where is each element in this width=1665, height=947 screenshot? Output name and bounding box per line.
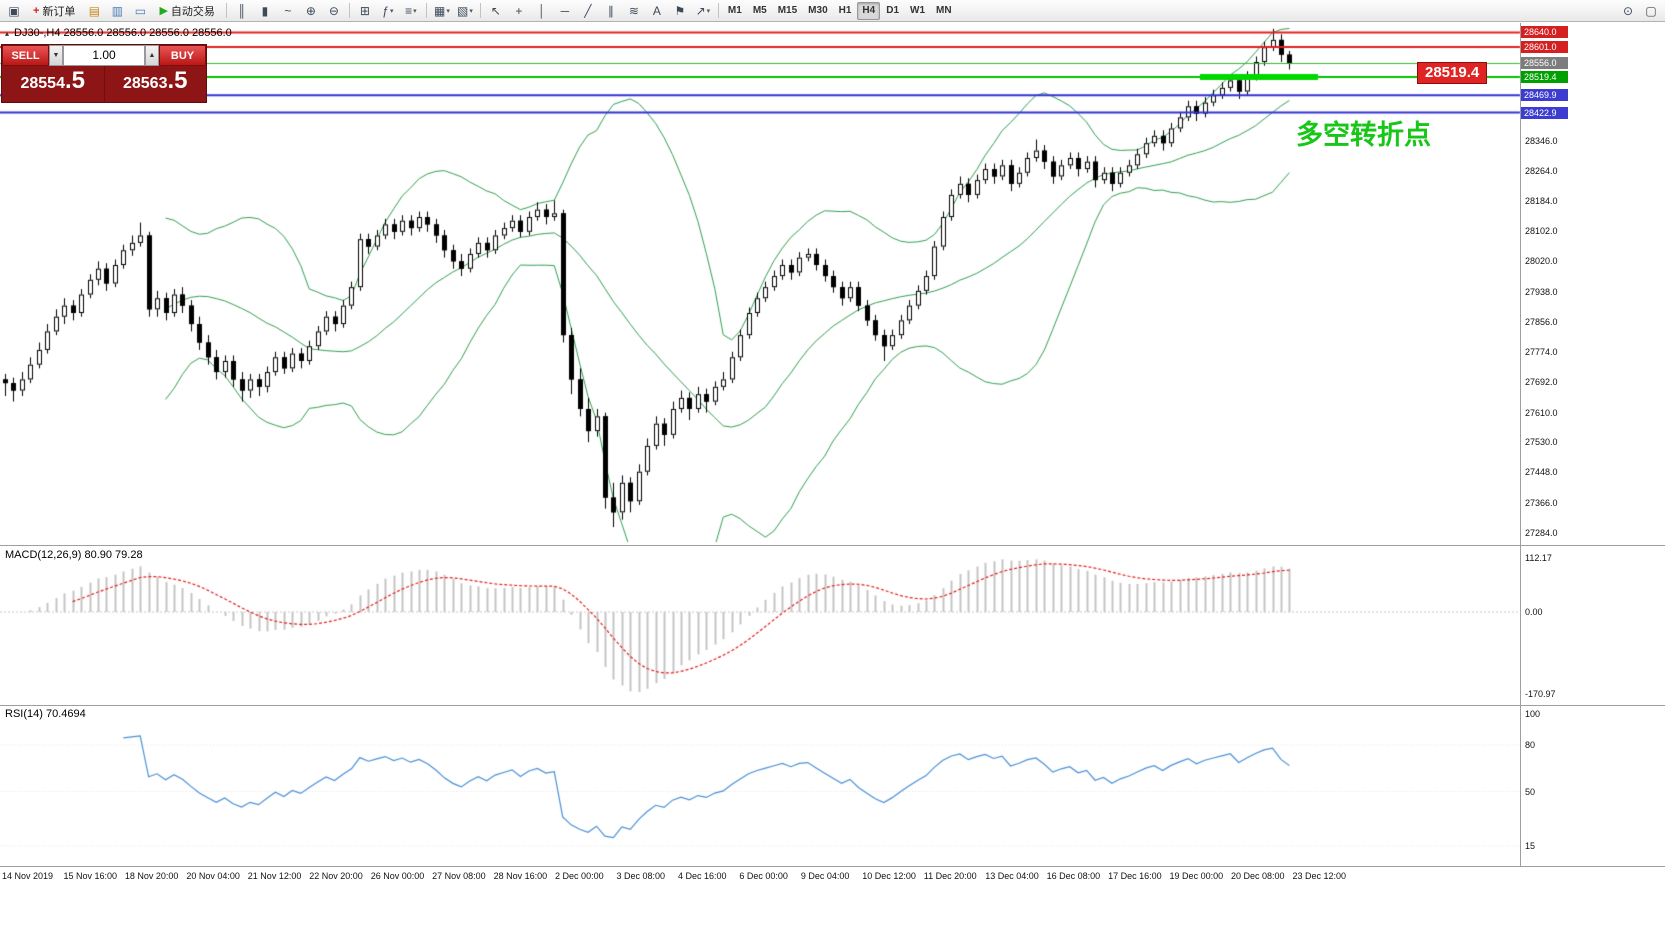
timeframe-mn-button[interactable]: MN [936,5,952,16]
symbol-header: ▴ DJ30-,H4 28556.0 28556.0 28556.0 28556… [5,27,232,39]
cursor-icon[interactable]: ↖ [490,3,501,18]
chart-text-annotation[interactable]: 多空转折点 [1296,120,1431,150]
text-icon[interactable]: A [652,3,661,18]
indicators-icon[interactable]: ƒ ▾ [382,3,394,18]
timeframe-h1-button[interactable]: H1 [838,5,852,16]
buy-price[interactable]: 28563.5 [103,66,207,102]
symbol-ohlc-text: DJ30-,H4 28556.0 28556.0 28556.0 28556.0 [14,27,232,39]
toolbar-separator [717,3,719,18]
sell-price-main: 28554 [20,75,65,92]
toolbar-separator [225,3,227,18]
period-list-icon[interactable]: ≡ ▾ [405,3,417,18]
autotrading-button-label: 自动交易 [170,5,215,18]
sell-price[interactable]: 28554.5 [2,66,104,102]
toolbar-separator [425,3,427,18]
autotrading-button[interactable]: ▶ 自动交易 [152,1,221,21]
line-chart-icon[interactable]: ~ [284,3,292,18]
vertical-line-icon[interactable]: │ [538,3,546,18]
navigator-icon[interactable]: ▥ [111,3,124,18]
lot-decrease-button[interactable]: ▼ [49,45,63,66]
crosshair-icon[interactable]: + [515,3,523,18]
chart-shortcut-icon[interactable]: ▣ [8,3,20,18]
label-icon[interactable]: ⚑ [674,3,686,18]
new-order-button[interactable]: + 新订单 [26,1,82,21]
bar-chart-icon[interactable]: ║ [237,3,247,18]
chat-icon[interactable]: ▢ [1645,3,1657,18]
search-icon[interactable]: ⊙ [1622,3,1634,18]
buy-price-main: 28563 [122,75,168,92]
buy-button[interactable]: BUY [159,45,206,66]
candlestick-icon[interactable]: ▮ [261,3,269,18]
time-axis-separator [0,866,1665,867]
price-axis-separator[interactable] [1520,23,1521,866]
toolbar: ▣ + 新订单 ▤ ▥ ▭ ▶ 自动交易 ║ ▮ ~ ⊕ ⊖ ⊞ ƒ ▾ ≡ ▾ ▦ ▾ ▧ ▾ ↖ + │ ─ ╱ ∥ ≋ A ⚑ ↗ ▾ M1… [0,0,1665,22]
lot-size-input[interactable]: 1.00 [63,45,145,66]
trendline-icon[interactable]: ╱ [584,3,592,18]
channel-icon[interactable]: ∥ [607,3,614,18]
zoom-out-icon[interactable]: ⊖ [328,3,339,18]
timeframe-m1-button[interactable]: M1 [727,5,742,16]
toolbar-separator [479,3,481,18]
price-level-tag[interactable]: 28519.4 [1417,62,1488,84]
timeframe-h4-button[interactable]: H4 [857,1,881,20]
rsi-panel-splitter[interactable] [0,705,1665,706]
one-click-trading-panel: SELL ▼ 1.00 ▲ BUY 28554.5 28563.5 [1,44,207,103]
horizontal-line-icon[interactable]: ─ [560,3,570,18]
new-chart-icon[interactable]: ▦ ▾ [433,3,450,18]
toolbar-separator [348,3,350,18]
autotrading-icon: ▶ [159,5,168,17]
arrow-tools-icon[interactable]: ↗ ▾ [695,3,711,18]
tile-windows-icon[interactable]: ⊞ [359,3,370,18]
new-order-icon: + [33,4,40,17]
market-watch-icon[interactable]: ▤ [88,3,101,18]
spin-up-icon: ▲ [148,52,156,59]
macd-label: MACD(12,26,9) 80.90 79.28 [5,549,143,561]
rsi-label: RSI(14) 70.4694 [5,708,86,720]
profiles-icon[interactable]: ▧ ▾ [456,3,473,18]
sell-button[interactable]: SELL [2,45,49,66]
buy-price-frac: .5 [167,67,188,94]
timeframe-d1-button[interactable]: D1 [886,5,900,16]
terminal-icon[interactable]: ▭ [134,3,147,18]
timeframe-w1-button[interactable]: W1 [910,5,926,16]
new-order-button-label: 新订单 [42,5,76,18]
spin-down-icon: ▼ [52,52,60,59]
timeframe-m5-button[interactable]: M5 [752,5,767,16]
collapse-arrow-icon[interactable]: ▴ [5,28,10,38]
macd-panel-splitter[interactable] [0,545,1665,546]
timeframe-m30-button[interactable]: M30 [808,5,828,16]
lot-increase-button[interactable]: ▲ [145,45,159,66]
timeframe-m15-button[interactable]: M15 [777,5,798,16]
zoom-in-icon[interactable]: ⊕ [305,3,316,18]
fibonacci-icon[interactable]: ≋ [628,3,639,18]
sell-price-frac: .5 [64,67,85,94]
